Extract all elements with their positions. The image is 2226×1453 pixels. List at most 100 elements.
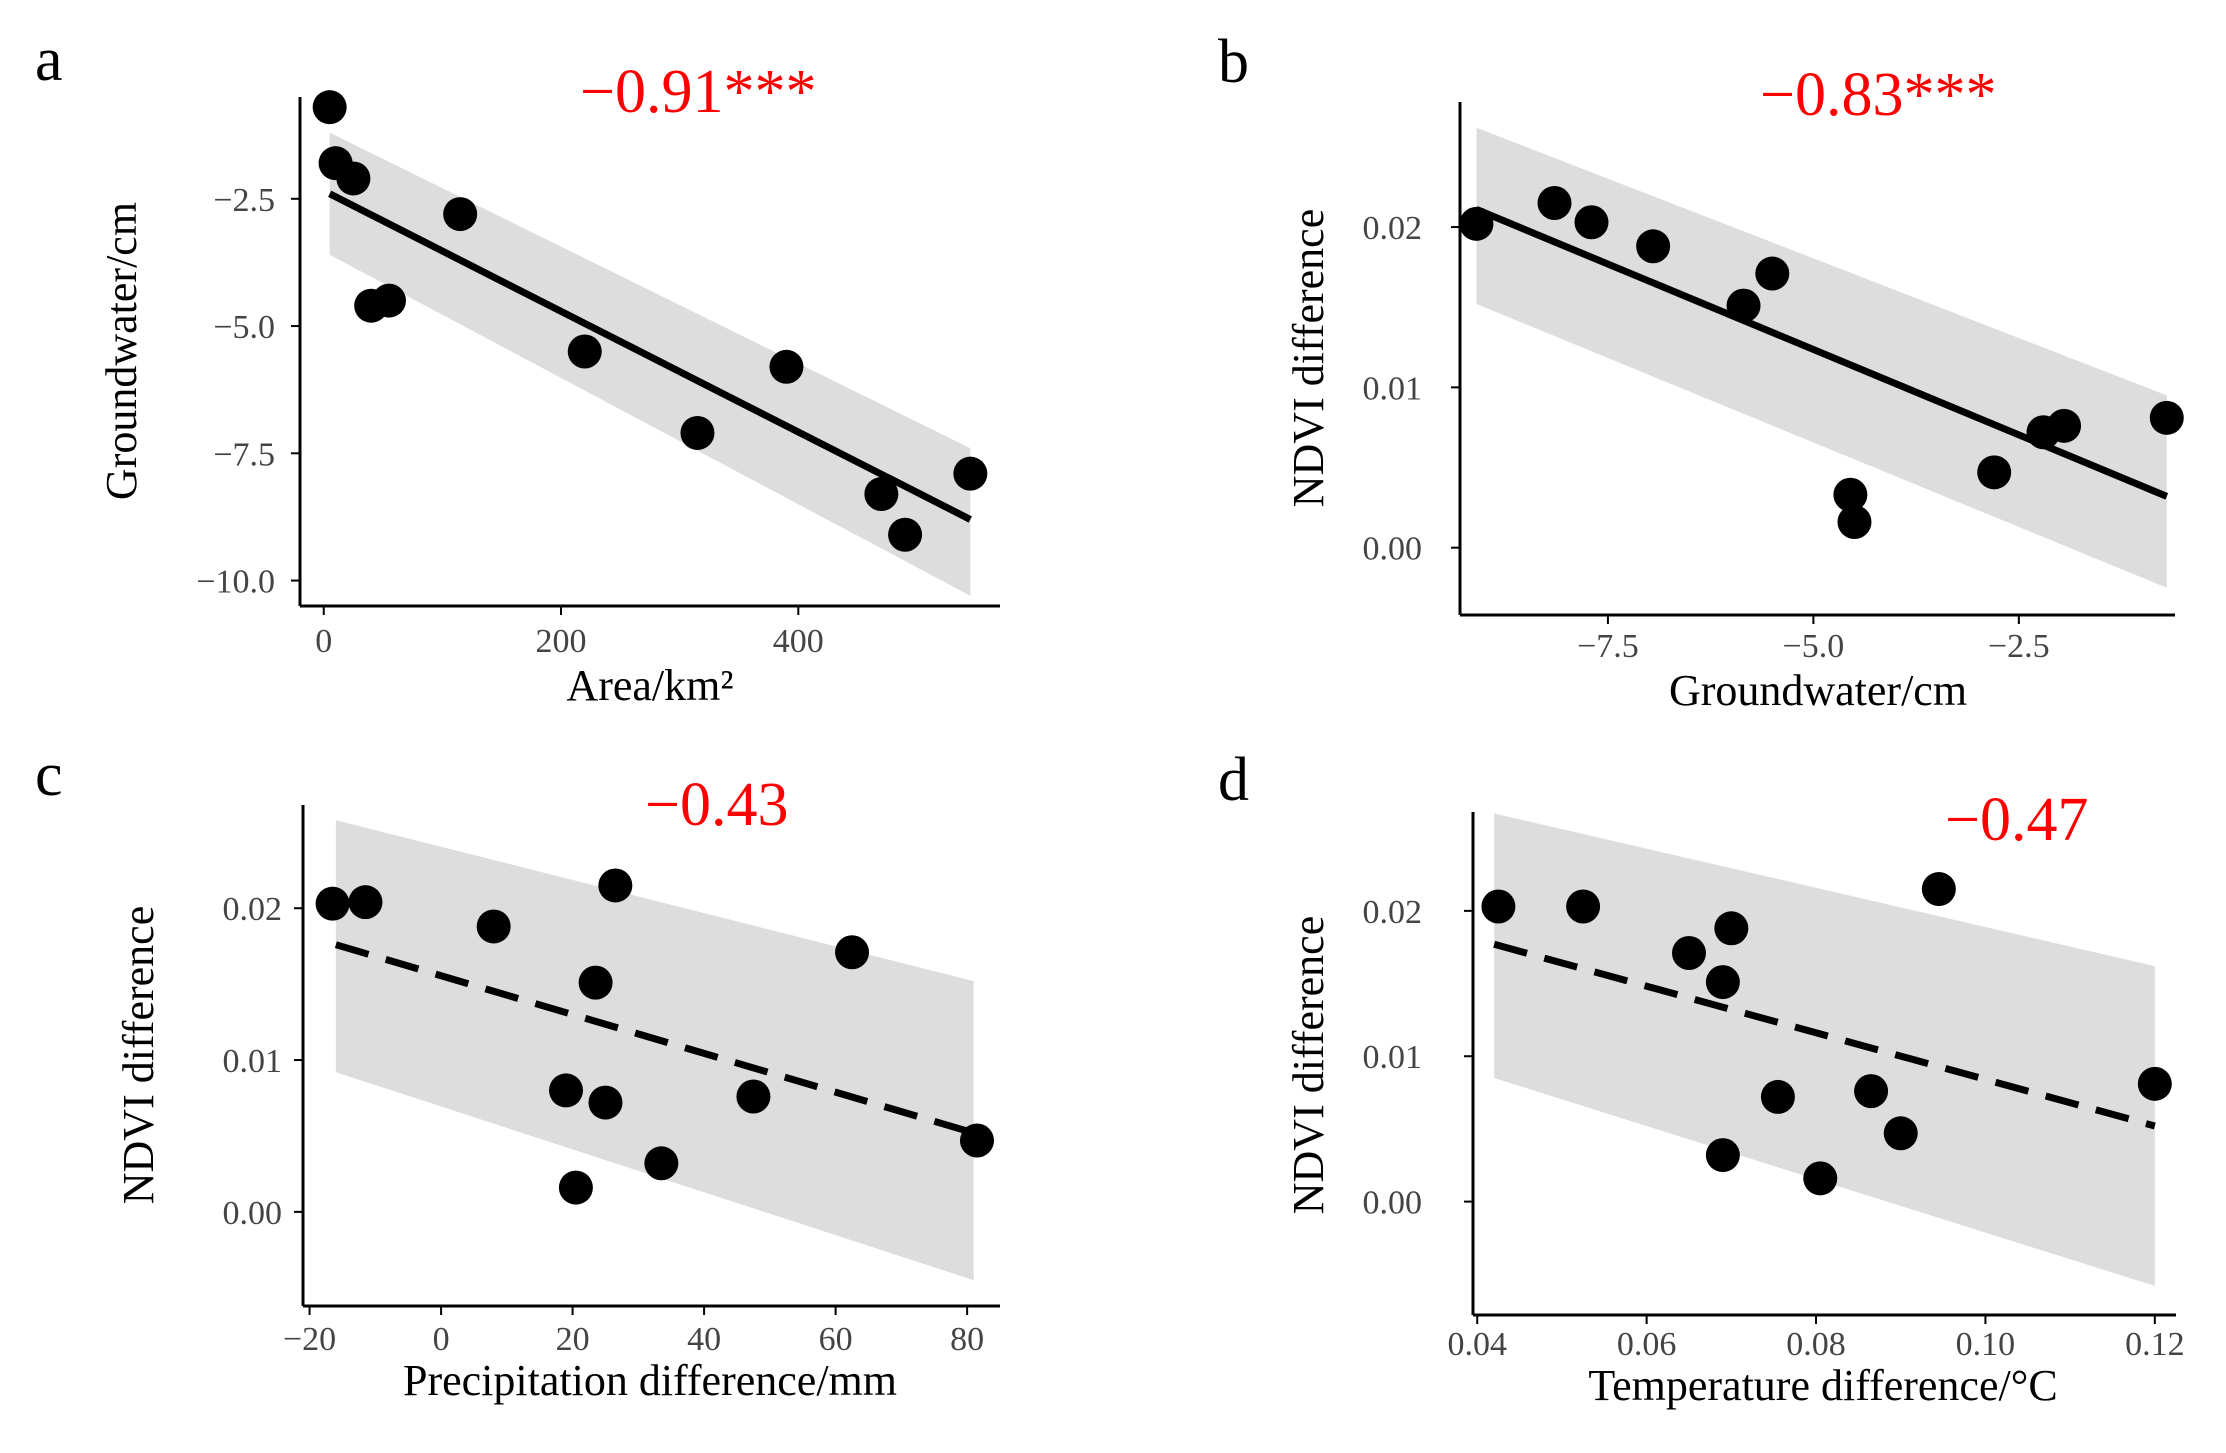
panel-a: −10.0 −7.5 −5.0 −2.5 0 200 400 a −0.91*** Area/km… [35,26,1000,710]
data-point [644,1146,679,1181]
confidence-band [329,132,971,596]
data-point [1481,889,1516,924]
panel-letter: b [1218,28,1249,96]
panel-b: 0.00 0.01 0.02 −7.5 −5.0 −2.5 b −0.83*** Groundw… [1218,28,2184,715]
data-point [835,935,870,970]
data-point [315,886,350,921]
data-point [1714,911,1749,946]
x-tick-label: 20 [556,1321,590,1358]
x-tick-label: 0.08 [1786,1326,1846,1363]
data-point [312,90,347,125]
y-tick-label: −10.0 [196,564,275,601]
y-axis-title: NDVI difference [114,906,163,1204]
data-point [567,334,602,369]
y-tick-label: −5.0 [213,309,275,346]
y-tick-label: 0.01 [1363,370,1423,407]
x-axis-title: Precipitation difference/mm [403,1356,897,1405]
x-tick-label: 0.04 [1447,1326,1507,1363]
panel-letter: a [35,26,63,94]
x-axis-title: Groundwater/cm [1669,666,1967,715]
x-tick-label: 0.12 [2125,1326,2185,1363]
x-tick-label: 0.06 [1617,1326,1677,1363]
y-tick-label: 0.02 [223,891,283,928]
y-tick-label: 0.02 [1363,894,1423,931]
data-point [953,456,988,491]
x-axis-title: Area/km² [566,661,733,710]
data-point [769,349,804,384]
data-point [1854,1074,1889,1109]
y-tick-label: 0.01 [223,1043,283,1080]
y-axis-title: NDVI difference [1284,209,1333,507]
data-point [1837,505,1872,540]
x-tick-label: 40 [687,1321,721,1358]
data-point [1883,1116,1918,1151]
data-point [598,868,633,903]
x-tick-label: −5.0 [1783,628,1845,665]
regression-line [1493,940,2156,1130]
x-tick-label: 80 [950,1321,984,1358]
data-point [2047,408,2082,443]
data-point [2137,1066,2172,1101]
data-point [1705,965,1740,1000]
correlation-label: −0.43 [645,771,788,839]
data-point [1755,256,1790,291]
x-tick-label: 0.10 [1956,1326,2016,1363]
regression-line [1475,206,2169,500]
data-point [1636,229,1671,264]
data-point [1726,288,1761,323]
data-point [549,1073,584,1108]
y-tick-label: 0.00 [1363,1185,1423,1222]
data-point [864,477,899,512]
data-point [558,1170,593,1205]
data-point [1921,872,1956,907]
panel-d: 0.00 0.01 0.02 0.04 0.06 0.08 0.10 0.12 d −0.47 Te… [1218,746,2185,1410]
y-tick-label: −2.5 [213,182,275,219]
data-point [2149,400,2184,435]
data-point [443,197,478,232]
x-tick-label: 60 [819,1321,853,1358]
data-point [1537,185,1572,220]
data-point [1566,889,1601,924]
x-tick-label: 0 [315,623,332,660]
data-point [736,1079,771,1114]
data-point [1705,1138,1740,1173]
data-point [578,965,613,1000]
data-point [1459,206,1494,241]
data-point [1803,1161,1838,1196]
data-point [371,283,406,318]
panel-c: 0.00 0.01 0.02 −20 0 20 40 60 80 c −0.43 Precipitat… [35,741,1000,1405]
data-point [888,517,923,552]
regression-line [334,941,975,1137]
data-point [1671,936,1706,971]
x-tick-label: 400 [773,623,824,660]
panel-letter: d [1218,746,1249,814]
data-point [1574,205,1609,240]
x-tick-label: 0 [433,1321,450,1358]
y-tick-label: 0.02 [1363,210,1423,247]
y-axis-title: Groundwater/cm [97,202,146,500]
y-axis-title: NDVI difference [1284,916,1333,1214]
y-tick-label: 0.00 [223,1195,283,1232]
y-tick-label: 0.00 [1363,531,1423,568]
x-tick-label: −20 [283,1321,336,1358]
y-tick-label: −7.5 [213,436,275,473]
data-point [588,1085,623,1120]
correlation-label: −0.47 [1945,786,2088,854]
confidence-band [1494,813,2155,1286]
data-point [1760,1079,1795,1114]
data-point [348,885,383,920]
data-point [336,161,371,196]
data-point [959,1123,994,1158]
regression-line [328,190,972,523]
data-point [680,415,715,450]
y-tick-label: 0.01 [1363,1039,1423,1076]
x-tick-label: −7.5 [1577,628,1639,665]
confidence-band [335,820,974,1281]
correlation-label: −0.91*** [580,58,816,126]
x-tick-label: −2.5 [1988,628,2050,665]
data-point [476,909,511,944]
data-point [1833,477,1868,512]
data-point [1977,455,2012,490]
x-axis-title: Temperature difference/°C [1588,1361,2057,1410]
